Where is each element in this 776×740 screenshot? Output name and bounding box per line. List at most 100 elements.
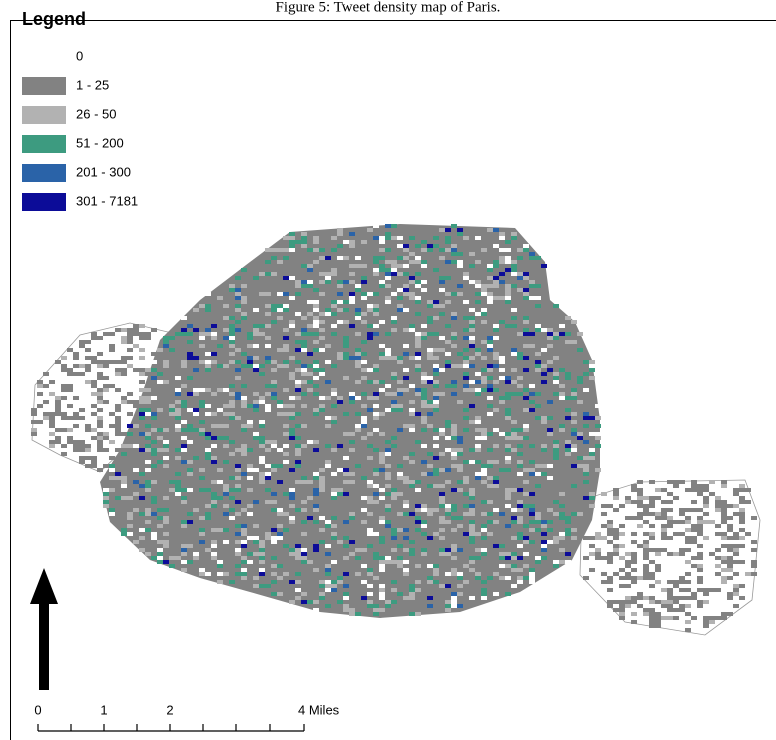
cell	[547, 508, 553, 512]
cell	[697, 528, 703, 532]
cell	[721, 500, 727, 504]
cell	[349, 232, 355, 236]
cell	[283, 512, 289, 516]
cell	[223, 364, 229, 368]
cell	[217, 496, 223, 500]
cell	[331, 236, 337, 240]
cell	[661, 500, 667, 504]
cell	[277, 512, 283, 516]
cell	[415, 440, 421, 444]
cell	[505, 240, 511, 244]
cell	[205, 432, 211, 436]
cell	[445, 552, 451, 556]
cell	[613, 600, 619, 604]
cell	[199, 388, 205, 392]
cell	[67, 428, 73, 432]
cell	[529, 392, 535, 396]
cell	[175, 472, 181, 476]
cell	[433, 564, 439, 568]
cell	[649, 624, 655, 628]
cell	[703, 536, 709, 540]
cell	[337, 444, 343, 448]
cell	[97, 416, 103, 420]
cell	[355, 428, 361, 432]
cell	[343, 456, 349, 460]
cell	[571, 484, 577, 488]
cell	[505, 592, 511, 596]
cell	[463, 416, 469, 420]
cell	[187, 428, 193, 432]
cell	[67, 388, 73, 392]
cell	[553, 380, 559, 384]
cell	[457, 352, 463, 356]
cell	[181, 364, 187, 368]
cell	[535, 484, 541, 488]
cell	[529, 400, 535, 404]
cell	[433, 384, 439, 388]
cell	[277, 248, 283, 252]
cell	[517, 516, 523, 520]
cell	[229, 412, 235, 416]
cell	[235, 572, 241, 576]
cell	[403, 480, 409, 484]
cell	[481, 464, 487, 468]
cell	[631, 568, 637, 572]
cell	[487, 264, 493, 268]
cell	[91, 464, 97, 468]
cell	[517, 332, 523, 336]
cell	[685, 560, 691, 564]
cell	[385, 276, 391, 280]
cell	[319, 280, 325, 284]
cell	[319, 372, 325, 376]
cell	[337, 492, 343, 496]
cell	[217, 572, 223, 576]
cell	[421, 388, 427, 392]
cell	[349, 516, 355, 520]
cell	[445, 504, 451, 508]
cell	[439, 304, 445, 308]
cell	[367, 532, 373, 536]
cell	[427, 348, 433, 352]
cell	[631, 552, 637, 556]
cell	[421, 520, 427, 524]
cell	[49, 412, 55, 416]
cell	[349, 272, 355, 276]
cell	[211, 412, 217, 416]
cell	[661, 528, 667, 532]
cell	[187, 340, 193, 344]
cell	[493, 260, 499, 264]
cell	[469, 596, 475, 600]
cell	[205, 516, 211, 520]
cell	[487, 228, 493, 232]
cell	[295, 588, 301, 592]
cell	[457, 488, 463, 492]
cell	[103, 504, 109, 508]
cell	[331, 324, 337, 328]
cell	[277, 508, 283, 512]
cell	[343, 556, 349, 560]
cell	[103, 488, 109, 492]
cell	[421, 396, 427, 400]
cell	[307, 264, 313, 268]
cell	[385, 448, 391, 452]
cell	[511, 564, 517, 568]
cell	[151, 328, 157, 332]
cell	[433, 356, 439, 360]
cell	[181, 520, 187, 524]
cell	[505, 292, 511, 296]
cell	[313, 320, 319, 324]
cell	[445, 276, 451, 280]
cell	[145, 468, 151, 472]
cell	[415, 612, 421, 616]
cell	[373, 604, 379, 608]
cell	[373, 532, 379, 536]
cell	[421, 404, 427, 408]
cell	[409, 512, 415, 516]
cell	[253, 584, 259, 588]
cell	[445, 436, 451, 440]
cell	[505, 288, 511, 292]
cell	[295, 548, 301, 552]
cell	[595, 468, 601, 472]
cell	[415, 356, 421, 360]
cell	[409, 460, 415, 464]
